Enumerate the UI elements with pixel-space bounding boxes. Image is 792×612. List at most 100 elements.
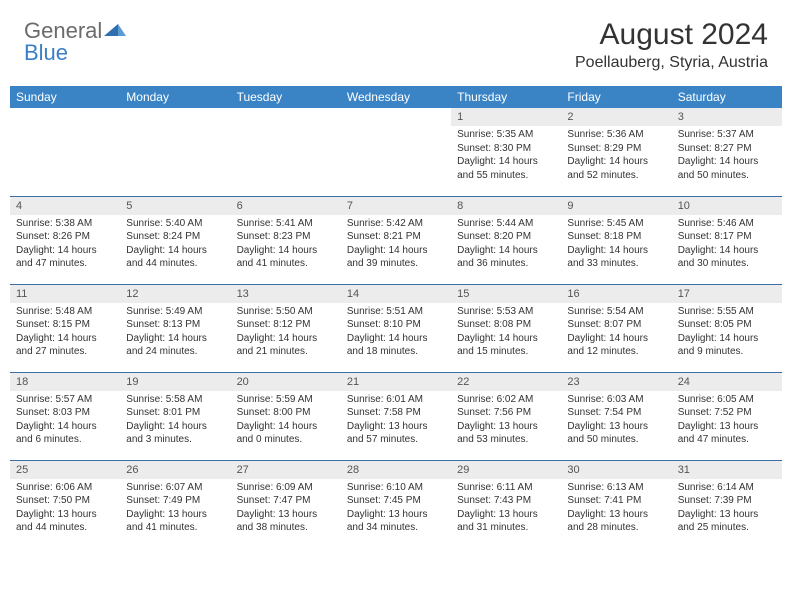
- day-details: Sunrise: 5:37 AMSunset: 8:27 PMDaylight:…: [672, 126, 782, 186]
- sunrise-text: Sunrise: 6:14 AM: [678, 481, 776, 495]
- day-details: Sunrise: 5:58 AMSunset: 8:01 PMDaylight:…: [120, 391, 230, 451]
- month-title: August 2024: [575, 18, 768, 52]
- day-details: Sunrise: 5:49 AMSunset: 8:13 PMDaylight:…: [120, 303, 230, 363]
- daylight-text: Daylight: 13 hours: [347, 508, 445, 522]
- day-number: 26: [120, 461, 230, 479]
- calendar-week-row: 18Sunrise: 5:57 AMSunset: 8:03 PMDayligh…: [10, 372, 782, 460]
- daylight-text: Daylight: 13 hours: [237, 508, 335, 522]
- daylight-text: and 12 minutes.: [567, 345, 665, 359]
- sunrise-text: Sunrise: 5:54 AM: [567, 305, 665, 319]
- daylight-text: Daylight: 13 hours: [567, 508, 665, 522]
- calendar-cell: [10, 108, 120, 196]
- daylight-text: Daylight: 13 hours: [567, 420, 665, 434]
- day-number: 4: [10, 197, 120, 215]
- day-number: 16: [561, 285, 671, 303]
- calendar-cell: [231, 108, 341, 196]
- daylight-text: and 57 minutes.: [347, 433, 445, 447]
- day-details: Sunrise: 6:07 AMSunset: 7:49 PMDaylight:…: [120, 479, 230, 539]
- calendar-cell: 31Sunrise: 6:14 AMSunset: 7:39 PMDayligh…: [672, 460, 782, 548]
- sunrise-text: Sunrise: 5:37 AM: [678, 128, 776, 142]
- daylight-text: Daylight: 13 hours: [16, 508, 114, 522]
- calendar-cell: 19Sunrise: 5:58 AMSunset: 8:01 PMDayligh…: [120, 372, 230, 460]
- sunset-text: Sunset: 7:49 PM: [126, 494, 224, 508]
- day-details: Sunrise: 5:48 AMSunset: 8:15 PMDaylight:…: [10, 303, 120, 363]
- daylight-text: and 50 minutes.: [567, 433, 665, 447]
- calendar-cell: 23Sunrise: 6:03 AMSunset: 7:54 PMDayligh…: [561, 372, 671, 460]
- day-details: Sunrise: 5:55 AMSunset: 8:05 PMDaylight:…: [672, 303, 782, 363]
- sunrise-text: Sunrise: 5:36 AM: [567, 128, 665, 142]
- sunset-text: Sunset: 8:17 PM: [678, 230, 776, 244]
- sunset-text: Sunset: 8:21 PM: [347, 230, 445, 244]
- sunset-text: Sunset: 8:12 PM: [237, 318, 335, 332]
- logo-triangle-icon: [104, 20, 126, 43]
- sunrise-text: Sunrise: 6:05 AM: [678, 393, 776, 407]
- day-number: 7: [341, 197, 451, 215]
- day-number: 18: [10, 373, 120, 391]
- daylight-text: and 50 minutes.: [678, 169, 776, 183]
- daylight-text: Daylight: 14 hours: [457, 332, 555, 346]
- day-number: 31: [672, 461, 782, 479]
- daylight-text: Daylight: 14 hours: [457, 244, 555, 258]
- calendar-week-row: 11Sunrise: 5:48 AMSunset: 8:15 PMDayligh…: [10, 284, 782, 372]
- calendar-cell: 4Sunrise: 5:38 AMSunset: 8:26 PMDaylight…: [10, 196, 120, 284]
- daylight-text: and 33 minutes.: [567, 257, 665, 271]
- sunrise-text: Sunrise: 5:42 AM: [347, 217, 445, 231]
- calendar-cell: 5Sunrise: 5:40 AMSunset: 8:24 PMDaylight…: [120, 196, 230, 284]
- day-number: 20: [231, 373, 341, 391]
- calendar-week-row: 1Sunrise: 5:35 AMSunset: 8:30 PMDaylight…: [10, 108, 782, 196]
- daylight-text: and 52 minutes.: [567, 169, 665, 183]
- calendar-cell: 12Sunrise: 5:49 AMSunset: 8:13 PMDayligh…: [120, 284, 230, 372]
- daylight-text: and 44 minutes.: [126, 257, 224, 271]
- calendar-cell: 25Sunrise: 6:06 AMSunset: 7:50 PMDayligh…: [10, 460, 120, 548]
- daylight-text: and 6 minutes.: [16, 433, 114, 447]
- sunset-text: Sunset: 8:27 PM: [678, 142, 776, 156]
- daylight-text: and 34 minutes.: [347, 521, 445, 535]
- calendar-header-row: SundayMondayTuesdayWednesdayThursdayFrid…: [10, 86, 782, 108]
- daylight-text: and 47 minutes.: [16, 257, 114, 271]
- day-details: Sunrise: 5:57 AMSunset: 8:03 PMDaylight:…: [10, 391, 120, 451]
- day-number: 14: [341, 285, 451, 303]
- sunset-text: Sunset: 8:00 PM: [237, 406, 335, 420]
- day-details: Sunrise: 5:35 AMSunset: 8:30 PMDaylight:…: [451, 126, 561, 186]
- sunrise-text: Sunrise: 5:57 AM: [16, 393, 114, 407]
- day-number: 21: [341, 373, 451, 391]
- sunset-text: Sunset: 8:30 PM: [457, 142, 555, 156]
- calendar-cell: 7Sunrise: 5:42 AMSunset: 8:21 PMDaylight…: [341, 196, 451, 284]
- sunrise-text: Sunrise: 5:48 AM: [16, 305, 114, 319]
- daylight-text: and 9 minutes.: [678, 345, 776, 359]
- sunset-text: Sunset: 7:45 PM: [347, 494, 445, 508]
- sunrise-text: Sunrise: 5:40 AM: [126, 217, 224, 231]
- daylight-text: and 0 minutes.: [237, 433, 335, 447]
- calendar-cell: 29Sunrise: 6:11 AMSunset: 7:43 PMDayligh…: [451, 460, 561, 548]
- daylight-text: and 53 minutes.: [457, 433, 555, 447]
- sunrise-text: Sunrise: 5:49 AM: [126, 305, 224, 319]
- day-number: 15: [451, 285, 561, 303]
- day-number-empty: [231, 108, 341, 126]
- day-number: 29: [451, 461, 561, 479]
- sunrise-text: Sunrise: 6:07 AM: [126, 481, 224, 495]
- day-number-empty: [120, 108, 230, 126]
- daylight-text: Daylight: 14 hours: [237, 332, 335, 346]
- sunrise-text: Sunrise: 6:13 AM: [567, 481, 665, 495]
- calendar-cell: [120, 108, 230, 196]
- day-number: 9: [561, 197, 671, 215]
- weekday-header: Tuesday: [231, 86, 341, 108]
- sunrise-text: Sunrise: 6:01 AM: [347, 393, 445, 407]
- sunrise-text: Sunrise: 5:50 AM: [237, 305, 335, 319]
- calendar-cell: 17Sunrise: 5:55 AMSunset: 8:05 PMDayligh…: [672, 284, 782, 372]
- calendar-cell: 16Sunrise: 5:54 AMSunset: 8:07 PMDayligh…: [561, 284, 671, 372]
- calendar-week-row: 25Sunrise: 6:06 AMSunset: 7:50 PMDayligh…: [10, 460, 782, 548]
- day-details: Sunrise: 5:51 AMSunset: 8:10 PMDaylight:…: [341, 303, 451, 363]
- day-number: 23: [561, 373, 671, 391]
- sunset-text: Sunset: 8:24 PM: [126, 230, 224, 244]
- calendar-cell: 24Sunrise: 6:05 AMSunset: 7:52 PMDayligh…: [672, 372, 782, 460]
- sunset-text: Sunset: 8:03 PM: [16, 406, 114, 420]
- sunrise-text: Sunrise: 5:44 AM: [457, 217, 555, 231]
- daylight-text: Daylight: 14 hours: [678, 244, 776, 258]
- calendar-cell: 3Sunrise: 5:37 AMSunset: 8:27 PMDaylight…: [672, 108, 782, 196]
- calendar-cell: 26Sunrise: 6:07 AMSunset: 7:49 PMDayligh…: [120, 460, 230, 548]
- daylight-text: Daylight: 14 hours: [16, 244, 114, 258]
- sunset-text: Sunset: 7:50 PM: [16, 494, 114, 508]
- sunrise-text: Sunrise: 6:02 AM: [457, 393, 555, 407]
- sunset-text: Sunset: 8:10 PM: [347, 318, 445, 332]
